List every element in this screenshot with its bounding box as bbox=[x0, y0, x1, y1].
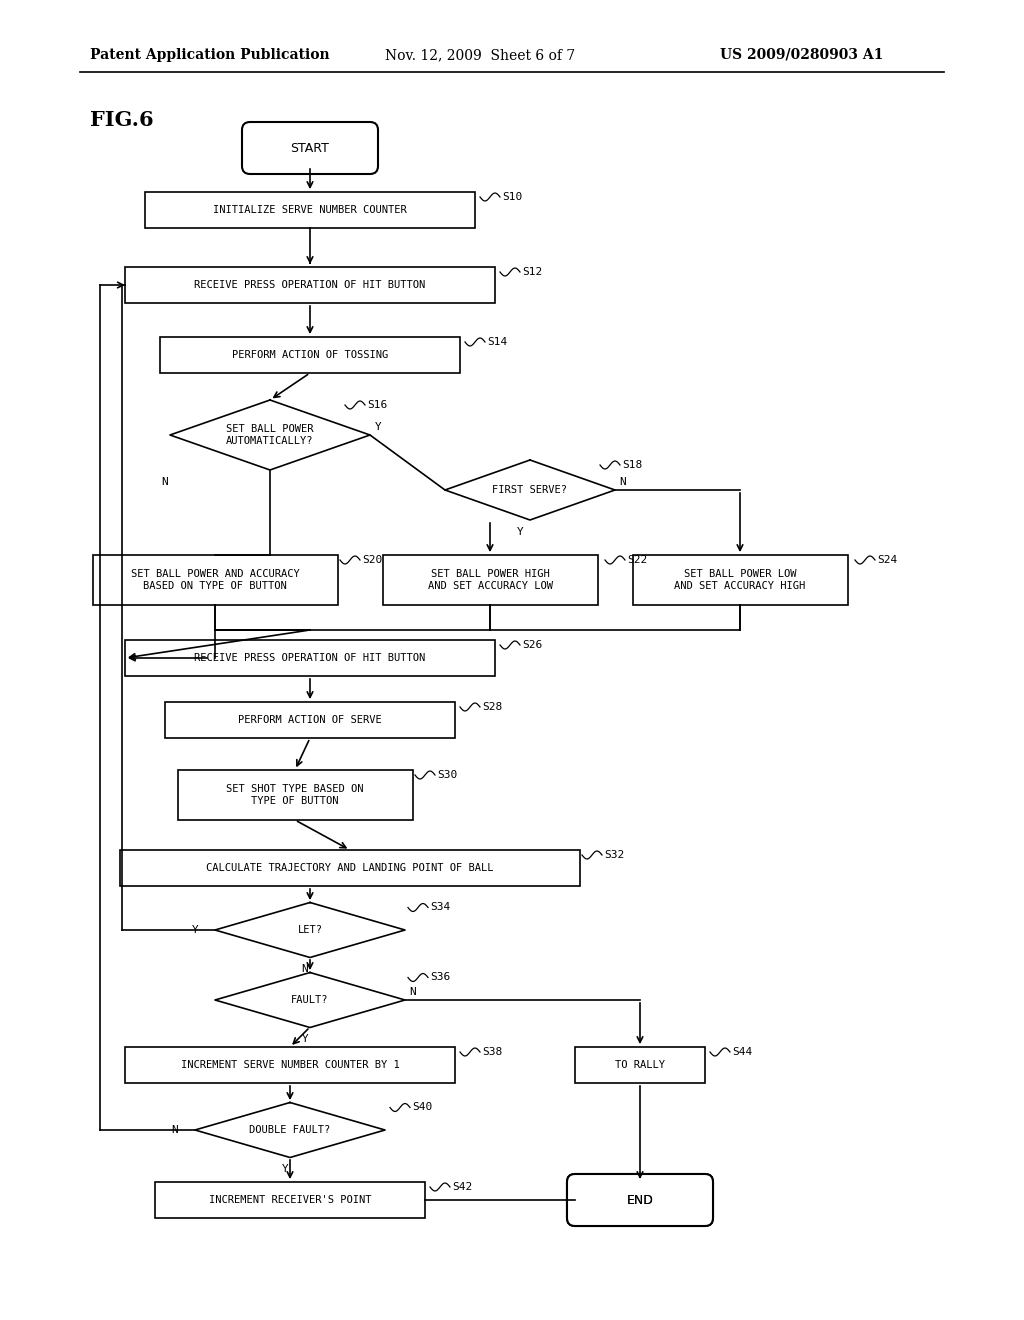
Bar bbox=[92, 554, 338, 605]
Text: S24: S24 bbox=[877, 554, 897, 565]
FancyBboxPatch shape bbox=[567, 1173, 713, 1226]
FancyBboxPatch shape bbox=[242, 121, 378, 174]
FancyBboxPatch shape bbox=[567, 1173, 713, 1226]
Text: SET BALL POWER HIGH
AND SET ACCURACY LOW: SET BALL POWER HIGH AND SET ACCURACY LOW bbox=[427, 569, 553, 591]
Text: SET BALL POWER
AUTOMATICALLY?: SET BALL POWER AUTOMATICALLY? bbox=[226, 424, 313, 446]
Text: N: N bbox=[172, 1125, 178, 1135]
Text: LET?: LET? bbox=[298, 925, 323, 935]
Text: RECEIVE PRESS OPERATION OF HIT BUTTON: RECEIVE PRESS OPERATION OF HIT BUTTON bbox=[195, 653, 426, 663]
Text: INCREMENT SERVE NUMBER COUNTER BY 1: INCREMENT SERVE NUMBER COUNTER BY 1 bbox=[180, 1060, 399, 1071]
Bar bbox=[125, 267, 495, 304]
Text: S34: S34 bbox=[430, 903, 451, 912]
Text: S38: S38 bbox=[482, 1047, 502, 1057]
Text: Y: Y bbox=[517, 527, 523, 537]
Text: S14: S14 bbox=[487, 337, 507, 347]
Bar bbox=[165, 702, 455, 738]
Text: Patent Application Publication: Patent Application Publication bbox=[90, 48, 330, 62]
Text: S18: S18 bbox=[622, 459, 642, 470]
Text: S40: S40 bbox=[412, 1102, 432, 1113]
Text: S36: S36 bbox=[430, 973, 451, 982]
Text: INITIALIZE SERVE NUMBER COUNTER: INITIALIZE SERVE NUMBER COUNTER bbox=[213, 205, 407, 215]
Text: FIG.6: FIG.6 bbox=[90, 110, 154, 129]
Text: S28: S28 bbox=[482, 702, 502, 711]
Polygon shape bbox=[215, 903, 406, 957]
Text: SET SHOT TYPE BASED ON
TYPE OF BUTTON: SET SHOT TYPE BASED ON TYPE OF BUTTON bbox=[226, 784, 364, 805]
Text: S32: S32 bbox=[604, 850, 625, 861]
Text: N: N bbox=[620, 477, 627, 487]
Text: S22: S22 bbox=[627, 554, 647, 565]
Text: S16: S16 bbox=[367, 400, 387, 411]
Text: Y: Y bbox=[191, 925, 199, 935]
Text: N: N bbox=[162, 477, 168, 487]
Bar bbox=[120, 850, 580, 886]
Polygon shape bbox=[195, 1102, 385, 1158]
Bar bbox=[633, 554, 848, 605]
Text: S44: S44 bbox=[732, 1047, 753, 1057]
Polygon shape bbox=[170, 400, 370, 470]
Text: US 2009/0280903 A1: US 2009/0280903 A1 bbox=[720, 48, 884, 62]
Text: TO RALLY: TO RALLY bbox=[615, 1060, 665, 1071]
Bar bbox=[125, 640, 495, 676]
Bar bbox=[575, 1047, 705, 1082]
Text: CALCULATE TRAJECTORY AND LANDING POINT OF BALL: CALCULATE TRAJECTORY AND LANDING POINT O… bbox=[206, 863, 494, 873]
Text: S12: S12 bbox=[522, 267, 543, 277]
Text: Nov. 12, 2009  Sheet 6 of 7: Nov. 12, 2009 Sheet 6 of 7 bbox=[385, 48, 575, 62]
Text: S20: S20 bbox=[362, 554, 382, 565]
Bar bbox=[125, 1047, 455, 1082]
Text: S26: S26 bbox=[522, 640, 543, 649]
Polygon shape bbox=[445, 459, 615, 520]
Text: Y: Y bbox=[302, 1035, 308, 1044]
Text: START: START bbox=[291, 141, 330, 154]
Text: N: N bbox=[410, 987, 417, 997]
Text: Y: Y bbox=[282, 1164, 289, 1175]
Text: SET BALL POWER AND ACCURACY
BASED ON TYPE OF BUTTON: SET BALL POWER AND ACCURACY BASED ON TYP… bbox=[131, 569, 299, 591]
Bar bbox=[145, 191, 475, 228]
Text: INCREMENT RECEIVER'S POINT: INCREMENT RECEIVER'S POINT bbox=[209, 1195, 372, 1205]
Text: FIRST SERVE?: FIRST SERVE? bbox=[493, 484, 567, 495]
Bar bbox=[383, 554, 597, 605]
Bar bbox=[160, 337, 460, 374]
Text: S42: S42 bbox=[452, 1181, 472, 1192]
Text: N: N bbox=[302, 965, 308, 974]
Text: PERFORM ACTION OF SERVE: PERFORM ACTION OF SERVE bbox=[239, 715, 382, 725]
Bar bbox=[177, 770, 413, 820]
Text: DOUBLE FAULT?: DOUBLE FAULT? bbox=[250, 1125, 331, 1135]
Bar bbox=[155, 1181, 425, 1218]
Text: Y: Y bbox=[375, 422, 381, 432]
Text: S30: S30 bbox=[437, 770, 458, 780]
Text: S10: S10 bbox=[502, 191, 522, 202]
Text: END: END bbox=[627, 1193, 653, 1206]
Text: SET BALL POWER LOW
AND SET ACCURACY HIGH: SET BALL POWER LOW AND SET ACCURACY HIGH bbox=[675, 569, 806, 591]
Text: END: END bbox=[627, 1193, 653, 1206]
Text: PERFORM ACTION OF TOSSING: PERFORM ACTION OF TOSSING bbox=[231, 350, 388, 360]
Text: FAULT?: FAULT? bbox=[291, 995, 329, 1005]
Text: RECEIVE PRESS OPERATION OF HIT BUTTON: RECEIVE PRESS OPERATION OF HIT BUTTON bbox=[195, 280, 426, 290]
Polygon shape bbox=[215, 973, 406, 1027]
